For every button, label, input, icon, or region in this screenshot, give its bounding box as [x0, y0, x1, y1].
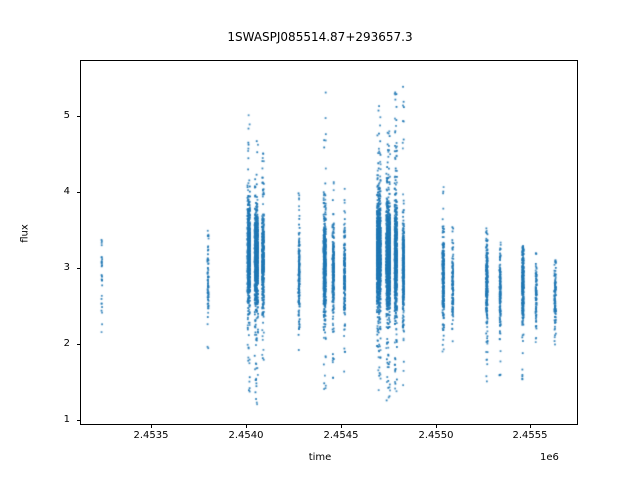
xtick-label-2: 2.4545: [323, 430, 359, 441]
ytick-label-2: 2: [63, 338, 70, 349]
ytick-mark-2: [76, 344, 80, 345]
ytick-mark-5: [76, 116, 80, 117]
xtick-mark-3: [436, 424, 437, 428]
xtick-mark-0: [151, 424, 152, 428]
ytick-mark-4: [76, 192, 80, 193]
ytick-label-3: 3: [63, 262, 70, 273]
page-title: 1SWASPJ085514.87+293657.3: [227, 30, 413, 44]
ytick-label-1: 1: [63, 414, 70, 425]
ytick-mark-3: [76, 268, 80, 269]
xtick-label-4: 2.4555: [512, 430, 548, 441]
xtick-label-3: 2.4550: [418, 430, 454, 441]
x-axis-offset-label: 1e6: [540, 452, 559, 463]
scatter-plot-area: [81, 61, 577, 424]
ytick-mark-1: [76, 420, 80, 421]
xtick-label-0: 2.4535: [133, 430, 169, 441]
ytick-label-4: 4: [63, 186, 70, 197]
ytick-label-5: 5: [63, 110, 70, 121]
xtick-mark-2: [341, 424, 342, 428]
xtick-mark-1: [246, 424, 247, 428]
xtick-mark-4: [530, 424, 531, 428]
xtick-label-1: 2.4540: [228, 430, 264, 441]
y-axis-label: flux: [19, 224, 31, 243]
x-axis-label: time: [308, 452, 332, 463]
